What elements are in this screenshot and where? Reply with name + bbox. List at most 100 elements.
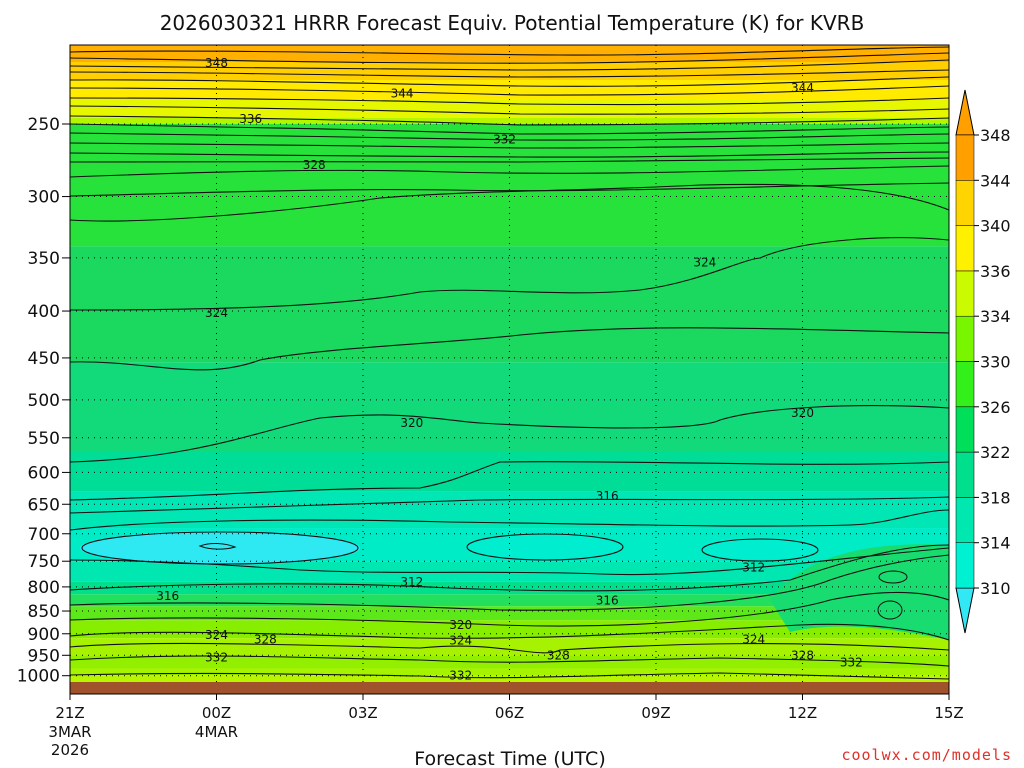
contour-line-21 (70, 496, 949, 514)
x-tick-label-2: 03Z (348, 704, 377, 722)
contour-label-19: 324 (742, 632, 765, 646)
contour-label-0: 348 (205, 56, 228, 70)
y-axis: 250 300 350 400 450 500 550 600 650 700 750 800 850 9… (17, 115, 70, 687)
contour-label-9: 320 (791, 406, 814, 420)
colorbar-box-0 (955, 542, 975, 589)
contour-line-22 (70, 509, 949, 531)
colorbar-box-4 (955, 361, 975, 408)
colorbar-box-9 (955, 134, 975, 181)
contour-line-6 (70, 97, 949, 106)
colorbar-label-326: 326 (980, 398, 1011, 417)
contour-small-closed-b (877, 600, 903, 620)
contour-label-2: 344 (791, 81, 814, 95)
contour-line-11 (70, 142, 949, 149)
contour-label-18: 324 (449, 633, 472, 647)
x-tick-label-1: 00Z (202, 704, 231, 722)
color-band-20 (70, 668, 949, 676)
ground-surface (70, 682, 949, 694)
contour-line-10 (70, 132, 949, 141)
color-band-13 (70, 561, 949, 582)
contour-label-20: 332 (205, 650, 228, 664)
x-tick-label-0: 21Z (55, 704, 84, 722)
y-tick-label-1000: 1000 (17, 667, 60, 687)
contour-label-1: 344 (391, 87, 414, 101)
colorbar-box-7 (955, 225, 975, 272)
contour-label-8: 320 (400, 416, 423, 430)
y-tick-label-650: 650 (28, 495, 60, 515)
contour-line-25 (70, 554, 949, 611)
contour-label-14: 316 (596, 594, 619, 608)
colorbar-label-322: 322 (980, 443, 1011, 462)
colorbar-label-314: 314 (980, 534, 1011, 553)
contour-line-17 (70, 237, 949, 311)
contour-label-22: 328 (791, 648, 814, 662)
colorbar-box-2 (955, 451, 975, 498)
color-band-9 (70, 362, 949, 452)
x-tick-label-6: 15Z (934, 704, 963, 722)
contour-line-12 (70, 151, 949, 158)
contour-label-15: 320 (449, 618, 472, 632)
contour-line-28 (70, 642, 949, 654)
contour-line-29 (70, 655, 949, 667)
color-band-11 (70, 491, 949, 529)
contour-line-1 (70, 52, 949, 64)
contour-line-15 (70, 182, 949, 197)
contour-label-21: 328 (547, 648, 570, 662)
colorbar-label-334: 334 (980, 307, 1011, 326)
contour-line-3 (70, 69, 949, 78)
contour-label-6: 324 (693, 255, 716, 269)
contour-label-13: 316 (156, 589, 179, 603)
contour-line-8 (70, 115, 949, 126)
y-tick-label-250: 250 (28, 115, 60, 135)
colorbar-box-6 (955, 270, 975, 317)
colorbar-box-8 (955, 180, 975, 226)
y-tick-label-700: 700 (28, 525, 60, 545)
y-tick-label-600: 600 (28, 463, 60, 483)
colorbar-box-3 (955, 406, 975, 453)
color-band-1 (70, 62, 949, 80)
contour-label-5: 328 (303, 158, 326, 172)
color-band-18 (70, 638, 949, 656)
contour-312-closed (81, 531, 359, 565)
colorbar-label-310: 310 (980, 579, 1011, 598)
colorbar-box-1 (955, 497, 975, 543)
y-tick-label-300: 300 (28, 188, 60, 208)
x-axis-label: Forecast Time (UTC) (414, 748, 605, 768)
cold-pocket-312 (80, 531, 360, 565)
y-tick-label-350: 350 (28, 249, 60, 269)
moist-region-east (770, 544, 949, 640)
contour-label-17: 328 (254, 632, 277, 646)
y-tick-label-500: 500 (28, 391, 60, 411)
x-tick-label-3: 06Z (495, 704, 524, 722)
contour-310-closed (198, 543, 237, 550)
contour-label-12: 312 (400, 575, 423, 589)
contour-line-20 (70, 461, 949, 501)
contour-line-5 (70, 85, 949, 96)
colorbar-max-arrow (955, 89, 975, 136)
contour-line-4 (70, 76, 949, 87)
y-tick-label-550: 550 (28, 429, 60, 449)
x-tick-label-5: 12Z (788, 704, 817, 722)
x-tick-date-0: 3MAR (48, 723, 91, 741)
contour-small-closed-a (878, 570, 908, 584)
colorbar-label-318: 318 (980, 488, 1011, 507)
y-tick-label-400: 400 (28, 302, 60, 322)
pocket-314-b (700, 537, 820, 559)
colorbar-label-336: 336 (980, 262, 1011, 281)
contour-label-23: 332 (840, 655, 863, 669)
color-band-8 (70, 246, 949, 363)
y-tick-label-450: 450 (28, 349, 60, 369)
colorbar: 310 314 318 322 326 330 334 336 340 344 348 (955, 89, 1011, 634)
x-tick-date-1: 4MAR (195, 723, 238, 741)
contour-line-14 (70, 165, 949, 178)
contour-line-16 (70, 183, 949, 222)
contour-line-0 (70, 46, 949, 56)
contour-line-19 (70, 405, 949, 463)
y-tick-label-900: 900 (28, 625, 60, 645)
x-tick-year-0: 2026 (51, 741, 89, 759)
colorbar-label-344: 344 (980, 171, 1011, 190)
colorbar-label-348: 348 (980, 126, 1011, 145)
color-band-17 (70, 620, 949, 639)
